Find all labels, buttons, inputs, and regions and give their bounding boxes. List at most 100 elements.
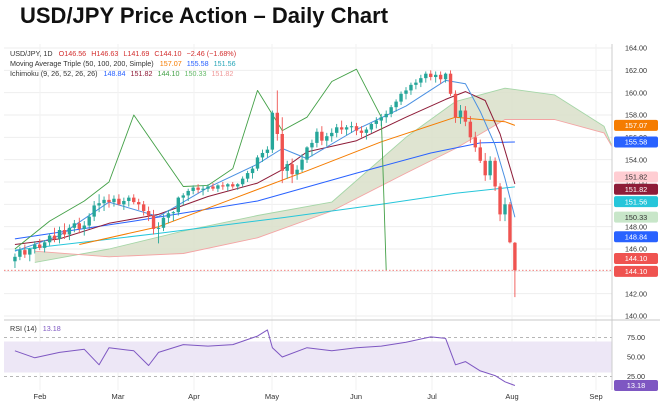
month-tick-label: May	[265, 392, 279, 401]
candle-body	[132, 197, 136, 203]
candle-body	[503, 204, 507, 215]
candle-body	[424, 73, 428, 79]
candle-body	[141, 204, 146, 212]
rsi-legend-label: RSI (14) 13.18	[10, 324, 61, 333]
candle-body	[305, 147, 309, 160]
price-badge-label: 150.33	[625, 213, 648, 222]
rsi-line	[14, 329, 516, 386]
candle-body	[107, 199, 111, 203]
candle-body	[453, 93, 458, 118]
candle-body	[493, 160, 497, 187]
candlesticks	[13, 70, 517, 298]
candle-body	[335, 127, 339, 133]
price-badge	[614, 231, 658, 243]
candle-body	[374, 120, 378, 124]
candle-body	[57, 230, 62, 239]
legend-line-3: Ichimoku (9, 26, 52, 26, 26) 148.84 151.…	[10, 69, 233, 78]
candle-body	[181, 195, 185, 198]
legend-span-a: 150.33	[184, 69, 206, 78]
candle-body	[77, 223, 81, 229]
price-badge	[614, 136, 658, 148]
candle-body	[369, 123, 374, 130]
candle-body	[82, 225, 86, 229]
candle-body	[72, 223, 77, 228]
legend-ma-label: Moving Average Triple (50, 100, 200, Sim…	[10, 59, 154, 68]
candle-body	[156, 227, 161, 229]
page-title: USD/JPY Price Action – Daily Chart	[20, 3, 389, 28]
candle-body	[344, 127, 349, 130]
candle-body	[330, 132, 334, 137]
candle-body	[226, 184, 230, 187]
candle-body	[384, 113, 388, 118]
candle-body	[176, 197, 180, 213]
month-tick-label: Jun	[350, 392, 362, 401]
month-tick-label: Aug	[505, 392, 518, 401]
candle-body	[245, 173, 250, 179]
price-tick-label: 162.00	[625, 66, 647, 75]
candle-body	[429, 73, 433, 78]
tenkan-line	[14, 79, 516, 252]
candle-body	[23, 250, 27, 255]
month-tick-label: Mar	[112, 392, 125, 401]
rsi-tick-label: 50.00	[627, 353, 645, 362]
candle-body	[320, 131, 324, 141]
legend-chikou: 144.10	[157, 69, 179, 78]
price-badge	[614, 252, 658, 264]
rsi-band	[4, 341, 612, 373]
candle-body	[211, 186, 215, 189]
candle-body	[310, 142, 314, 148]
candle-body	[186, 190, 190, 196]
candle-body	[161, 217, 166, 228]
candle-body	[191, 187, 195, 191]
legend-symbol: USD/JPY, 1D	[10, 49, 53, 58]
legend-high: H146.63	[91, 49, 118, 58]
candle-body	[231, 184, 235, 187]
candle-body	[359, 130, 364, 133]
month-tick-label: Apr	[188, 392, 200, 401]
price-tick-label: 140.00	[625, 312, 647, 321]
legend-ma50: 157.07	[160, 59, 182, 68]
candle-body	[414, 82, 418, 85]
candle-body	[151, 215, 156, 229]
candle-body	[102, 199, 106, 204]
rsi-tick-label: 75.00	[627, 333, 645, 342]
candle-body	[498, 186, 502, 215]
month-tick-label: Jul	[427, 392, 437, 401]
ichimoku-cloud-fill	[34, 88, 612, 263]
candle-body	[448, 73, 453, 94]
candle-body	[18, 250, 22, 257]
price-badge-label: 151.82	[625, 185, 648, 194]
ichimoku-cloud	[34, 88, 612, 263]
candle-body	[463, 110, 468, 122]
candle-body	[285, 164, 289, 171]
candle-body	[364, 129, 369, 133]
candle-body	[325, 136, 329, 141]
price-badge	[614, 211, 658, 223]
legend-ma200: 151.56	[214, 59, 236, 68]
candle-body	[478, 147, 482, 161]
candle-body	[62, 230, 67, 235]
legend-open: O146.56	[59, 49, 87, 58]
candle-body	[354, 126, 359, 131]
candle-body	[438, 74, 443, 80]
candle-body	[33, 244, 37, 249]
candle-body	[260, 152, 265, 158]
candle-body	[295, 169, 299, 175]
candle-body	[399, 93, 403, 102]
candle-body	[389, 107, 393, 114]
rsi-badge	[614, 380, 658, 392]
candle-body	[216, 185, 220, 189]
candle-body	[250, 168, 255, 174]
legend-ichimoku-label: Ichimoku (9, 26, 52, 26, 26)	[10, 69, 98, 78]
price-tick-label: 142.00	[625, 289, 647, 298]
candle-body	[349, 126, 354, 128]
legend-span-b: 151.82	[211, 69, 233, 78]
price-tick-label: 164.00	[625, 44, 647, 53]
candle-body	[221, 185, 225, 187]
ma50-line	[79, 116, 516, 245]
price-badge	[614, 171, 658, 183]
rsi-panel	[4, 329, 612, 386]
candle-body	[483, 160, 487, 176]
legend-line-2: Moving Average Triple (50, 100, 200, Sim…	[10, 59, 236, 68]
price-badges: 157.07155.58151.82151.82151.56150.33148.…	[614, 119, 658, 392]
